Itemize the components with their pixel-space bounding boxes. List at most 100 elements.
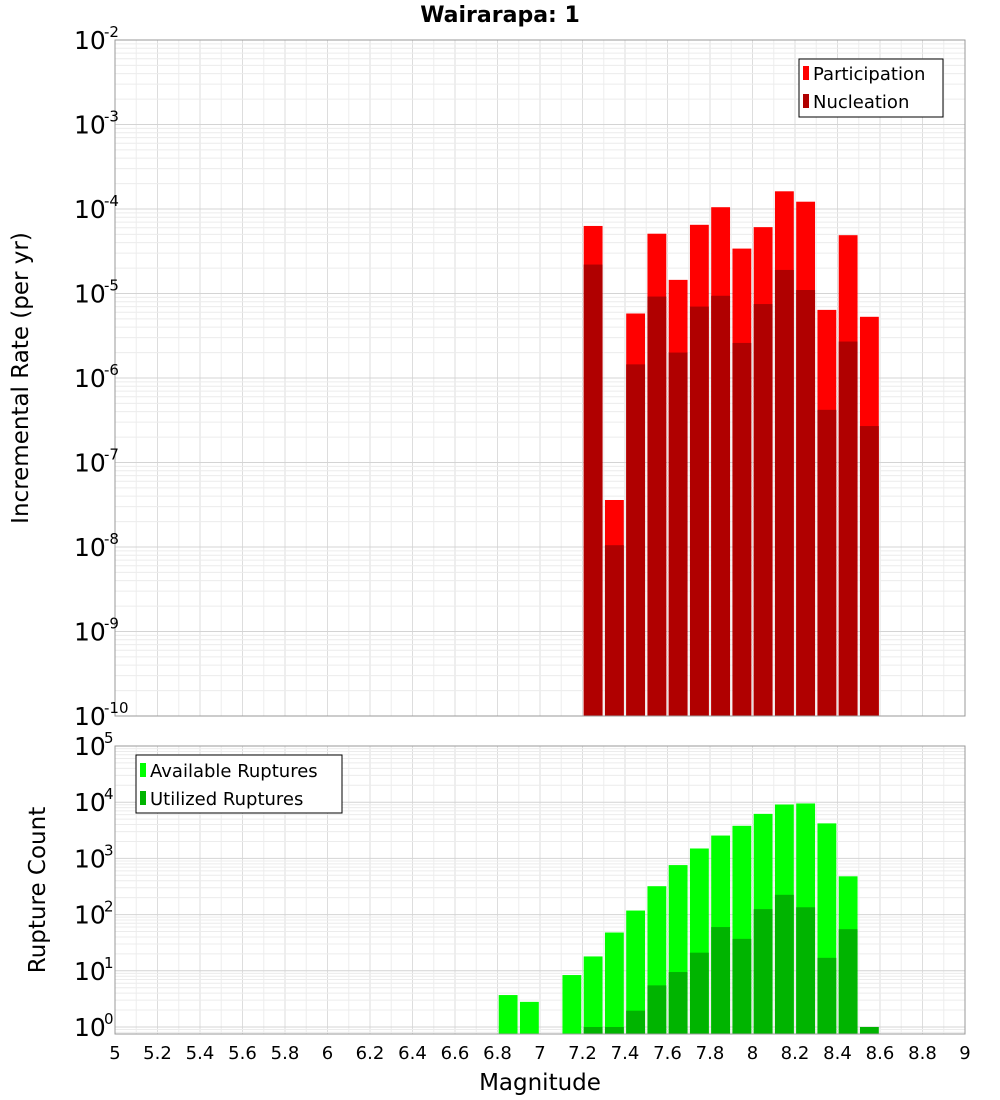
rate-y-tick-base: 10 — [74, 449, 106, 478]
count-legend-box — [135, 754, 343, 814]
count-legend: Available Ruptures Utilized Ruptures — [135, 754, 343, 814]
count-y-tick-exponent: 1 — [104, 954, 114, 972]
rate-bar-nucleation — [753, 304, 773, 716]
count-y-tick-exponent: 2 — [104, 898, 114, 916]
x-tick-label: 5.8 — [271, 1043, 300, 1064]
rate-y-tick-exponent: -5 — [104, 277, 119, 295]
rate-y-ticks: 10-210-310-410-510-610-710-810-910-10 — [74, 23, 129, 731]
count-y-tick-exponent: 4 — [104, 785, 114, 803]
rate-bar-nucleation — [838, 341, 858, 716]
rate-y-tick-exponent: -6 — [104, 361, 119, 379]
count-bars — [498, 803, 879, 1034]
count-y-tick-label: 100 — [74, 1010, 114, 1042]
x-tick-label: 6 — [322, 1043, 333, 1064]
rate-y-tick-exponent: -8 — [104, 530, 119, 548]
count-bar-utilized-ruptures — [859, 1026, 879, 1034]
rate-bar-nucleation — [732, 342, 752, 716]
chart-title: Wairarapa: 1 — [420, 3, 580, 28]
count-legend-swatch-available — [140, 763, 146, 777]
rate-y-tick-exponent: -9 — [104, 615, 119, 633]
rate-legend-swatch-nucleation — [803, 94, 809, 108]
rate-y-tick-label: 10-2 — [74, 23, 119, 55]
rate-legend-label-participation: Participation — [813, 64, 925, 85]
rate-grid — [114, 39, 966, 717]
count-y-tick-label: 102 — [74, 898, 114, 930]
rate-y-tick-base: 10 — [74, 195, 106, 224]
rate-y-tick-label: 10-5 — [74, 277, 119, 309]
x-tick-label: 8.6 — [866, 1043, 895, 1064]
count-y-tick-label: 104 — [74, 785, 114, 817]
x-tick-label: 8 — [747, 1043, 758, 1064]
rate-y-tick-base: 10 — [74, 26, 106, 55]
count-bar-utilized-ruptures — [626, 1010, 646, 1034]
rate-bar-nucleation — [796, 290, 816, 716]
rate-y-tick-exponent: -7 — [104, 446, 119, 464]
count-y-tick-base: 10 — [74, 1013, 106, 1042]
count-y-tick-label: 101 — [74, 954, 114, 986]
count-bar-available-ruptures — [519, 1001, 539, 1034]
rate-y-tick-label: 10-10 — [74, 699, 129, 731]
x-tick-label: 6.2 — [356, 1043, 385, 1064]
rate-y-tick-label: 10-9 — [74, 615, 119, 647]
x-tick-label: 8.4 — [823, 1043, 852, 1064]
x-tick-label: 5 — [109, 1043, 120, 1064]
rate-bar-nucleation — [647, 296, 667, 716]
chart-title-text: Wairarapa: 1 — [420, 3, 580, 28]
count-x-ticks: 5 5.2 5.4 5.6 5.8 6 6.2 6.4 6.6 6.8 7 7.2 7.4 7.6 7.8 8… — [109, 1043, 970, 1064]
x-tick-label: 6.6 — [441, 1043, 470, 1064]
rate-bar-nucleation — [689, 306, 709, 716]
rate-bars — [583, 191, 879, 717]
count-bar-available-ruptures — [562, 975, 582, 1034]
count-bar-utilized-ruptures — [668, 972, 688, 1034]
count-bar-utilized-ruptures — [753, 909, 773, 1034]
x-tick-label: 8.8 — [908, 1043, 937, 1064]
rate-legend-swatch-participation — [803, 66, 809, 80]
rate-y-tick-base: 10 — [74, 618, 106, 647]
rate-y-tick-exponent: -2 — [104, 23, 119, 41]
count-y-tick-base: 10 — [74, 732, 106, 761]
count-bar-utilized-ruptures — [689, 952, 709, 1034]
count-bar-utilized-ruptures — [711, 927, 731, 1034]
count-bar-utilized-ruptures — [838, 929, 858, 1034]
rate-bar-nucleation — [859, 426, 879, 716]
count-y-tick-base: 10 — [74, 788, 106, 817]
count-y-tick-label: 105 — [74, 729, 114, 761]
x-tick-label: 5.2 — [143, 1043, 172, 1064]
rate-y-tick-label: 10-4 — [74, 192, 119, 224]
rate-legend-label-nucleation: Nucleation — [813, 92, 909, 113]
rate-y-tick-label: 10-6 — [74, 361, 119, 393]
rate-y-tick-label: 10-7 — [74, 446, 119, 478]
rate-panel: 10-210-310-410-510-610-710-810-910-10 In… — [8, 23, 966, 731]
rate-y-tick-label: 10-3 — [74, 108, 119, 140]
rate-y-tick-base: 10 — [74, 702, 106, 731]
x-axis-label: Magnitude — [479, 1070, 601, 1096]
x-tick-label: 9 — [959, 1043, 970, 1064]
x-tick-label: 6.8 — [483, 1043, 512, 1064]
count-bar-utilized-ruptures — [647, 985, 667, 1034]
x-tick-label: 7 — [534, 1043, 545, 1064]
count-bar-utilized-ruptures — [817, 957, 837, 1034]
rate-y-tick-base: 10 — [74, 111, 106, 140]
rate-bar-nucleation — [817, 409, 837, 716]
rate-y-tick-exponent: -10 — [104, 699, 129, 717]
count-bar-available-ruptures — [604, 932, 624, 1034]
count-bar-utilized-ruptures — [583, 1026, 603, 1034]
rate-legend-box — [798, 58, 944, 118]
rate-bar-nucleation — [668, 352, 688, 716]
x-tick-label: 7.2 — [568, 1043, 597, 1064]
count-y-tick-exponent: 5 — [104, 729, 114, 747]
rate-y-tick-exponent: -3 — [104, 108, 119, 126]
count-legend-swatch-utilized — [140, 791, 146, 805]
count-legend-label-available: Available Ruptures — [150, 761, 318, 782]
rate-bar-nucleation — [774, 269, 794, 716]
x-tick-label: 7.6 — [653, 1043, 682, 1064]
x-tick-label: 6.4 — [398, 1043, 427, 1064]
count-plot-frame — [114, 745, 966, 1035]
count-y-tick-label: 103 — [74, 841, 114, 873]
rate-y-axis-label: Incremental Rate (per yr) — [8, 232, 34, 524]
count-grid — [114, 745, 966, 1034]
count-bar-utilized-ruptures — [732, 938, 752, 1034]
